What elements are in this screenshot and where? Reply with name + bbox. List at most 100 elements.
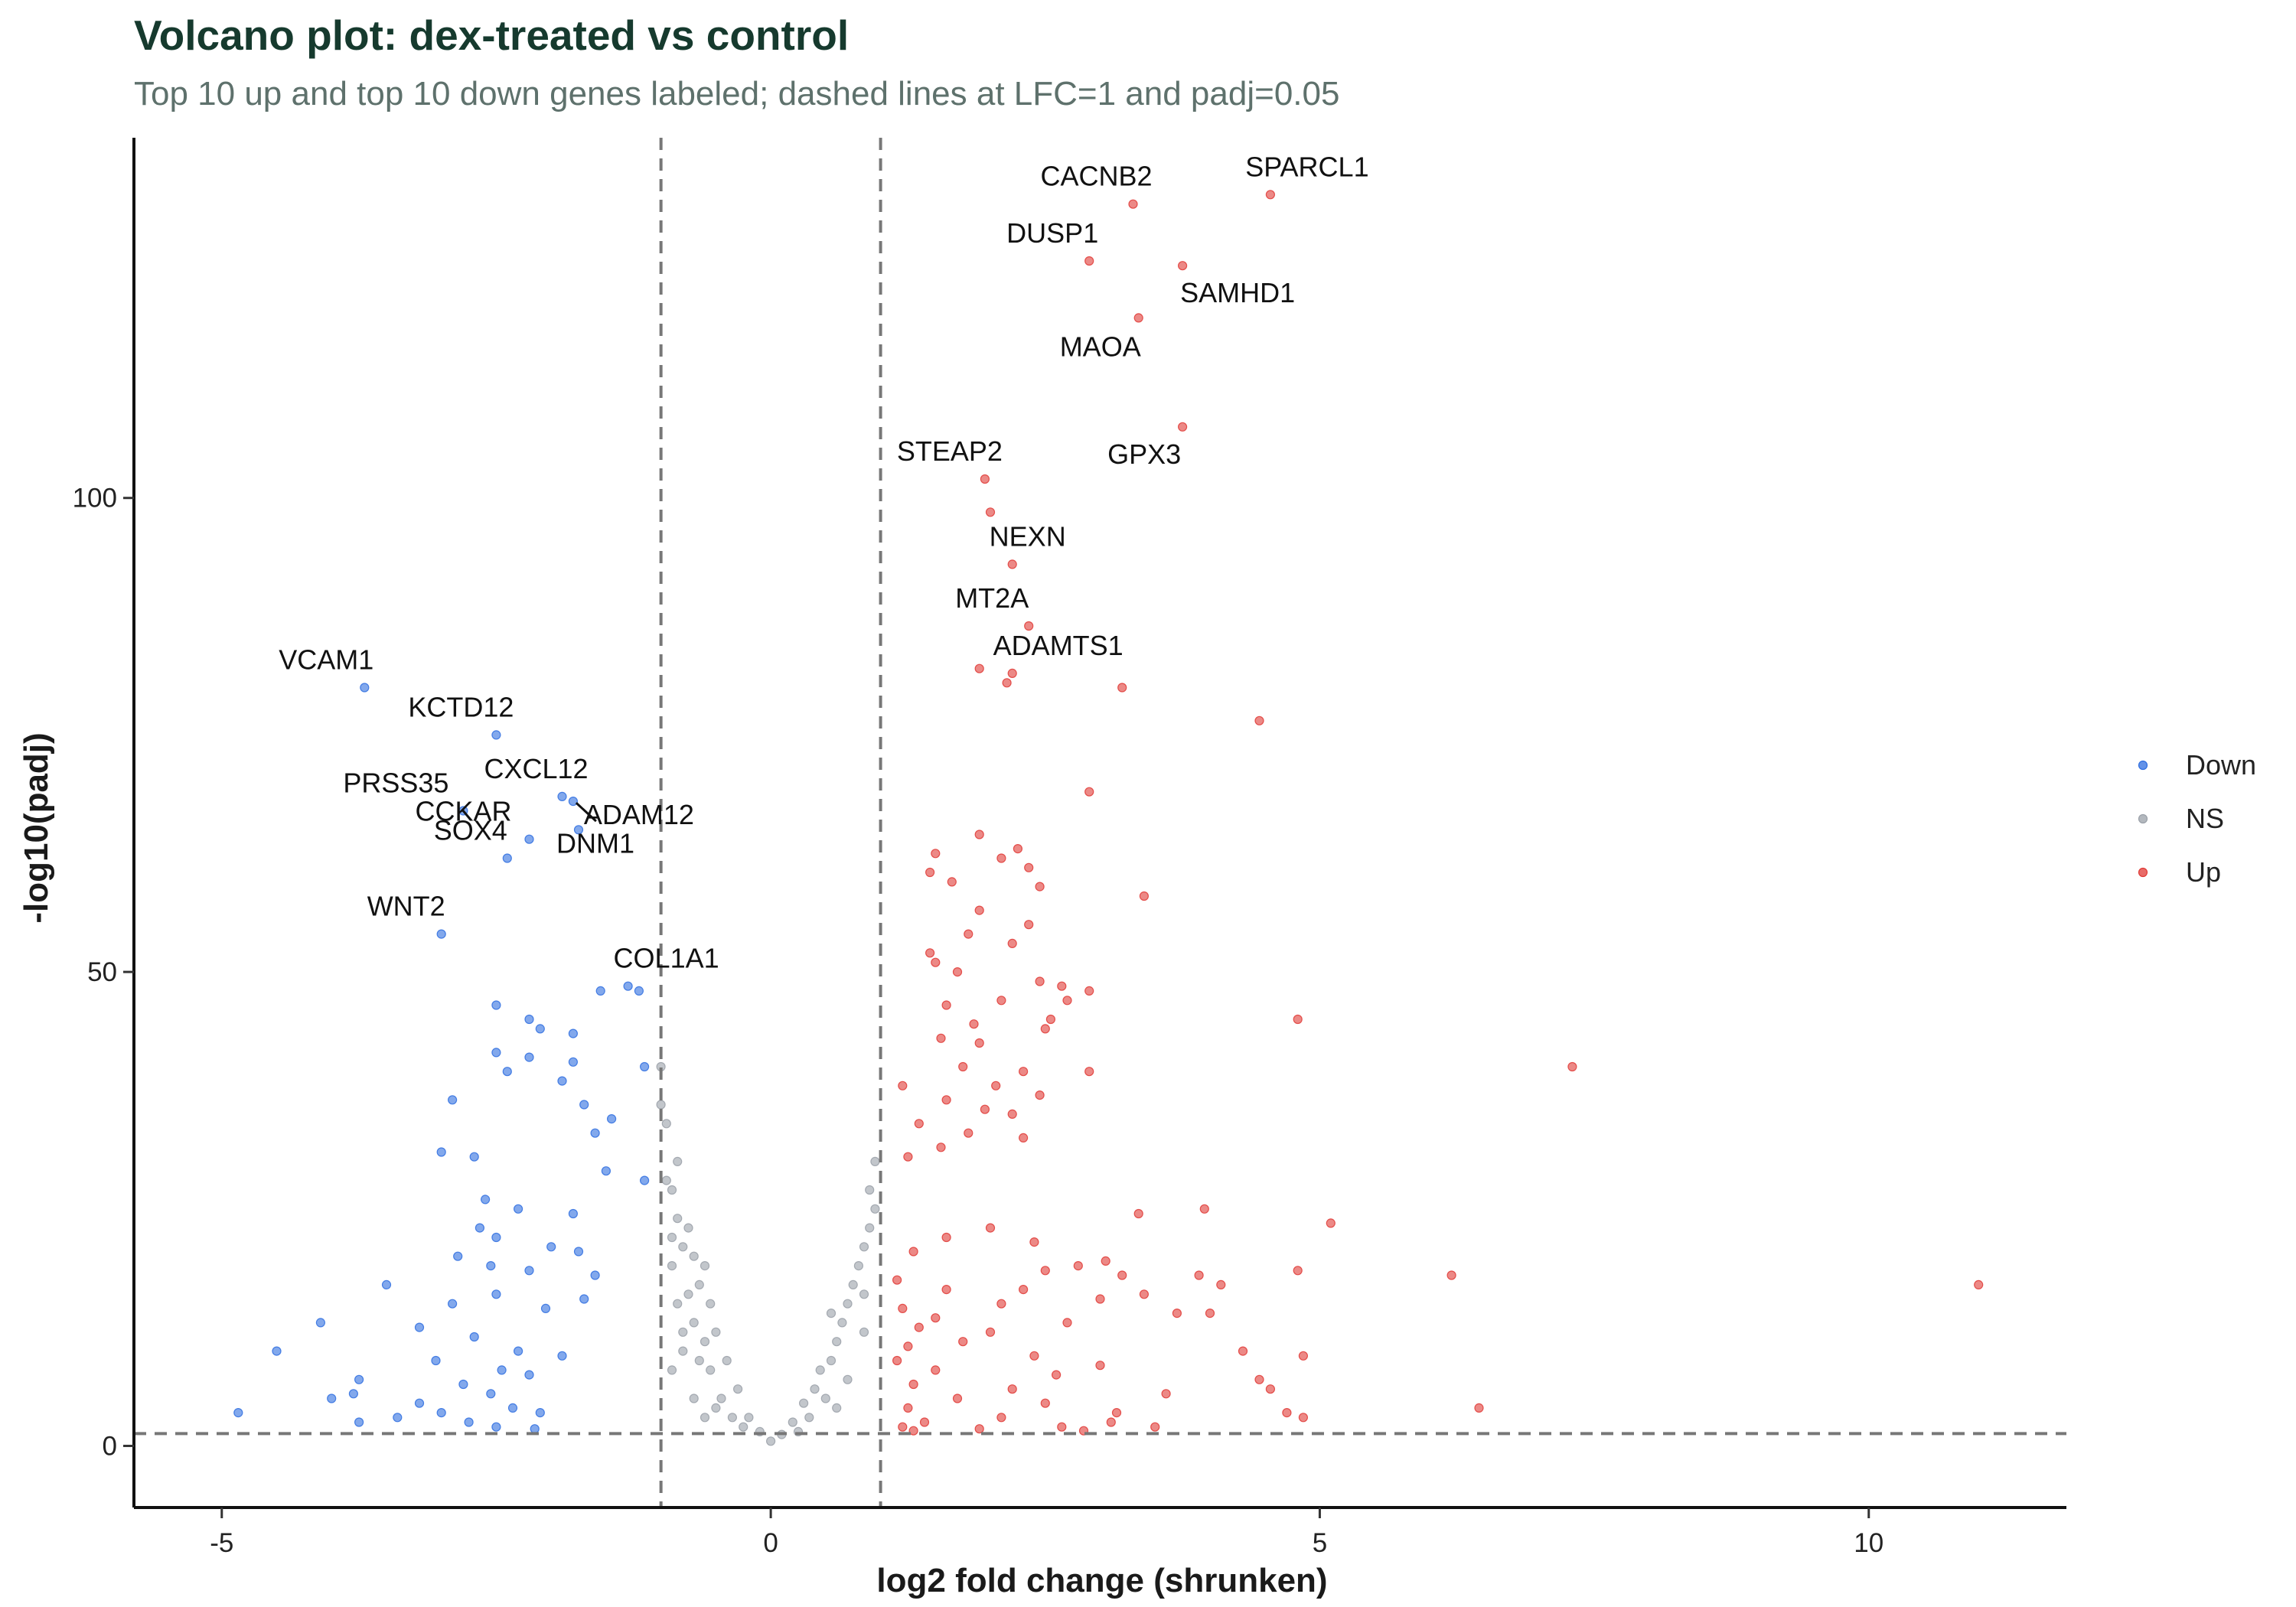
point-ns-51 — [804, 1413, 814, 1423]
point-down-7 — [502, 853, 512, 863]
point-up-95 — [931, 1365, 941, 1375]
point-ns-42 — [853, 1260, 864, 1271]
point-up-57 — [936, 1143, 946, 1152]
point-ns-47 — [870, 1156, 880, 1167]
point-up-63 — [941, 1232, 951, 1243]
point-down-37 — [453, 1251, 463, 1261]
point-down-64 — [393, 1413, 403, 1423]
gene-label-maoa: MAOA — [1060, 331, 1141, 362]
point-up-14 — [1254, 715, 1264, 725]
point-ns-39 — [837, 1318, 847, 1328]
point-up-59 — [1133, 1208, 1143, 1219]
legend-label-down: Down — [2186, 749, 2256, 781]
gene-label-gpx3: GPX3 — [1107, 438, 1181, 470]
point-ns-16 — [706, 1299, 716, 1309]
gene-labels: SPARCL1 CACNB2 DUSP1 SAMHD1 MAOA GPX3 STEAP2 NE… — [279, 151, 1368, 973]
gene-label-cckar: CCKAR — [415, 796, 511, 827]
point-ns-19 — [700, 1337, 710, 1347]
chart-title: Volcano plot: dex-treated vs control — [134, 11, 850, 59]
point-up-56 — [1018, 1133, 1029, 1143]
point-down-10 — [634, 986, 644, 996]
point-up-29 — [925, 948, 935, 958]
point-up-4 — [1133, 313, 1143, 323]
point-up-31 — [952, 966, 963, 977]
point-ns-9 — [678, 1242, 688, 1252]
point-up-15 — [1084, 787, 1094, 797]
point-ns-45 — [870, 1204, 880, 1214]
point-down-21 — [557, 1076, 567, 1086]
gene-label-adam12: ADAM12 — [584, 799, 694, 830]
point-up-81 — [898, 1303, 908, 1314]
gene-label-sparcl1: SPARCL1 — [1245, 151, 1368, 182]
point-up-58 — [903, 1152, 913, 1162]
point-up-71 — [1117, 1270, 1127, 1280]
point-down-43 — [491, 1289, 501, 1299]
point-up-101 — [1161, 1389, 1171, 1399]
point-down-58 — [348, 1389, 358, 1399]
point-up-61 — [1326, 1218, 1336, 1228]
point-up-43 — [974, 1038, 984, 1048]
point-ns-6 — [673, 1214, 683, 1224]
point-up-113 — [898, 1422, 908, 1432]
point-up-67 — [1073, 1260, 1083, 1271]
point-down-61 — [507, 1403, 518, 1413]
point-up-35 — [996, 996, 1006, 1006]
point-up-93 — [1298, 1351, 1309, 1361]
point-down-13 — [524, 1014, 534, 1025]
point-up-38 — [1293, 1014, 1303, 1025]
y-tick-label: 0 — [103, 1431, 117, 1461]
point-up-12 — [1002, 678, 1012, 688]
point-up-47 — [991, 1081, 1001, 1090]
point-up-19 — [996, 853, 1006, 863]
gene-label-dusp1: DUSP1 — [1006, 217, 1098, 249]
point-up-111 — [1106, 1417, 1116, 1427]
point-down-9 — [623, 981, 633, 991]
point-up-97 — [1254, 1374, 1264, 1384]
point-up-25 — [974, 905, 984, 915]
point-down-62 — [535, 1407, 545, 1418]
point-ns-38 — [832, 1337, 842, 1347]
point-down-4 — [458, 806, 468, 816]
point-down-49 — [513, 1346, 523, 1356]
point-down-65 — [354, 1417, 364, 1427]
point-ns-14 — [683, 1289, 693, 1299]
point-up-17 — [1013, 843, 1023, 854]
point-up-109 — [1282, 1407, 1292, 1418]
point-up-65 — [908, 1247, 918, 1257]
point-down-36 — [573, 1247, 584, 1257]
point-up-22 — [947, 877, 957, 887]
x-tick-label: 10 — [1854, 1528, 1883, 1558]
point-up-72 — [1446, 1270, 1456, 1280]
point-down-66 — [464, 1417, 474, 1427]
point-down-59 — [327, 1393, 337, 1403]
point-down-60 — [414, 1398, 425, 1408]
point-down-57 — [486, 1389, 496, 1399]
point-up-1 — [1128, 199, 1138, 209]
point-up-34 — [1084, 986, 1094, 996]
point-up-48 — [1084, 1067, 1094, 1077]
point-down-53 — [497, 1365, 507, 1375]
point-up-88 — [958, 1337, 968, 1347]
point-up-77 — [1018, 1284, 1029, 1295]
point-ns-41 — [848, 1279, 858, 1290]
point-up-24 — [1139, 891, 1150, 901]
point-down-8 — [436, 929, 446, 939]
point-down-42 — [447, 1299, 458, 1309]
point-down-50 — [557, 1351, 567, 1361]
chart-subtitle: Top 10 up and top 10 down genes labeled;… — [134, 75, 1340, 112]
gene-label-cacnb2: CACNB2 — [1040, 161, 1152, 192]
point-down-33 — [475, 1223, 485, 1233]
point-up-37 — [941, 1000, 951, 1010]
gene-label-cxcl12: CXCL12 — [484, 753, 588, 784]
point-up-13 — [1117, 683, 1127, 693]
point-down-3 — [568, 796, 579, 807]
point-down-19 — [639, 1061, 650, 1072]
point-up-50 — [1035, 1090, 1045, 1100]
point-down-22 — [447, 1095, 458, 1105]
gene-label-mt2a: MT2A — [955, 582, 1029, 614]
point-up-106 — [1111, 1407, 1122, 1418]
point-up-44 — [1567, 1061, 1577, 1072]
point-ns-59 — [678, 1327, 688, 1337]
point-up-41 — [1040, 1024, 1050, 1034]
